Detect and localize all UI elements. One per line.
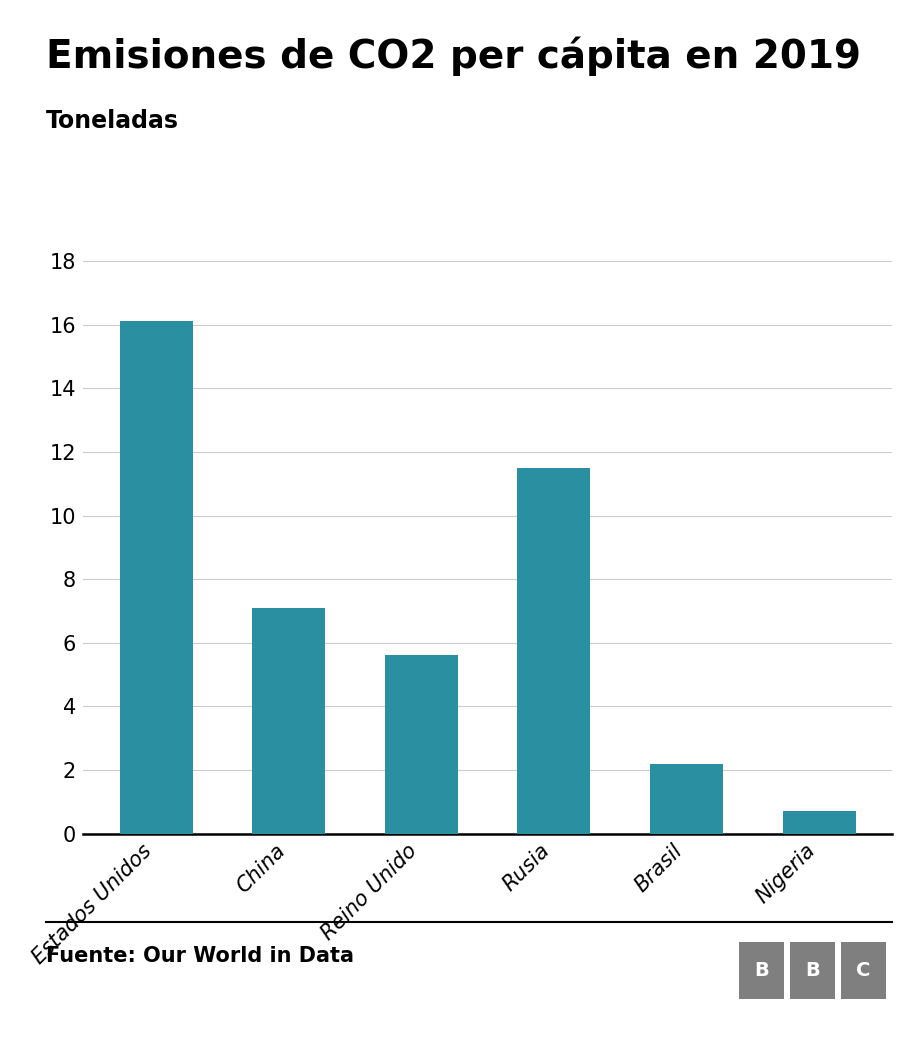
Text: C: C: [856, 961, 869, 979]
Bar: [789, 942, 834, 998]
Bar: [252, 607, 324, 834]
Bar: [516, 468, 590, 834]
Bar: [840, 942, 885, 998]
Bar: [782, 812, 855, 834]
Text: Fuente: Our World in Data: Fuente: Our World in Data: [46, 946, 354, 966]
Bar: [119, 322, 192, 834]
Bar: [384, 655, 458, 834]
Text: Toneladas: Toneladas: [46, 109, 179, 133]
Text: Emisiones de CO2 per cápita en 2019: Emisiones de CO2 per cápita en 2019: [46, 36, 860, 76]
Text: B: B: [804, 961, 819, 979]
Text: B: B: [754, 961, 768, 979]
Bar: [650, 764, 722, 834]
Bar: [738, 942, 784, 998]
